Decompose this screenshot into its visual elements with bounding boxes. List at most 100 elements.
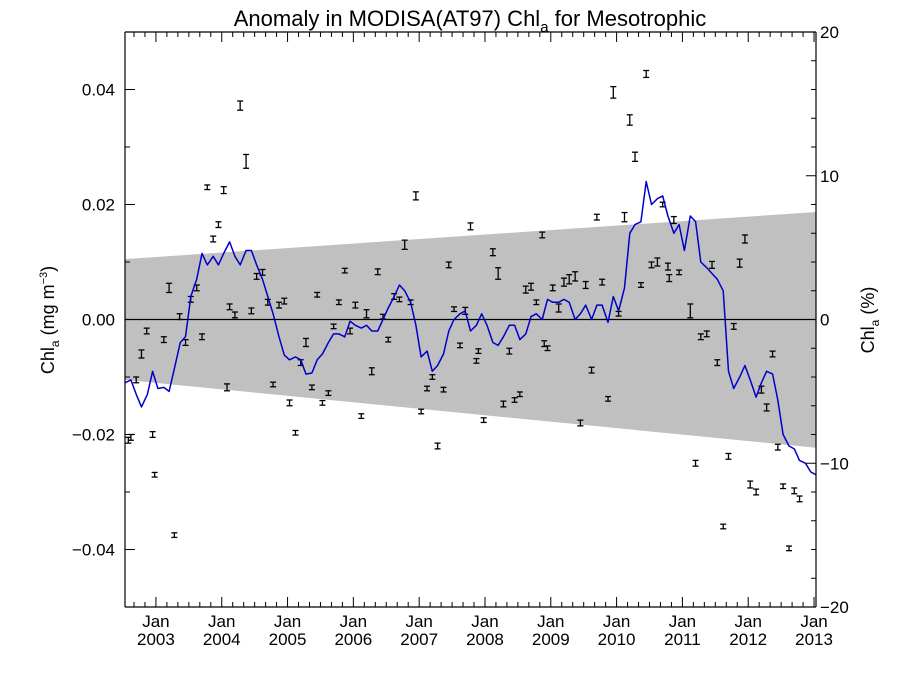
errorbar-point (506, 347, 513, 355)
y-left-tick-label: 0.00 (82, 311, 115, 330)
y-left-label-close: ) (38, 266, 58, 272)
errorbar-point (791, 487, 798, 495)
errorbar-point (434, 442, 441, 450)
errorbar-point (467, 222, 474, 231)
y-axis-left-ticks: 0.04 0.02 0.00 −0.02 −0.04 (72, 31, 135, 608)
errorbar-point (495, 267, 502, 280)
errorbar-point (610, 85, 617, 99)
errorbar-point (319, 399, 326, 406)
errorbar-point (314, 291, 321, 298)
y-left-tick-label: −0.02 (72, 426, 115, 445)
errorbar-point (692, 459, 699, 467)
errorbar-point (626, 114, 633, 126)
y-right-tick-label: −20 (820, 598, 849, 617)
x-tick-label-year: 2012 (729, 630, 767, 649)
y-right-tick-label: 10 (820, 167, 839, 186)
errorbar-point (440, 386, 447, 393)
errorbar-point (401, 239, 408, 251)
errorbar-point (730, 322, 737, 330)
x-tick-label-month: Jan (340, 612, 367, 631)
x-tick-label-year: 2007 (400, 630, 438, 649)
errorbar-point (374, 268, 381, 276)
y-left-label-rest: (mg m (38, 284, 58, 340)
errorbar-point (555, 303, 562, 313)
errorbar-point (522, 285, 529, 294)
x-tick-label-month: Jan (537, 612, 564, 631)
errorbar-point (473, 357, 480, 364)
errorbar-point (302, 337, 309, 348)
errorbar-point (237, 100, 244, 111)
x-tick-label-month: Jan (274, 612, 301, 631)
y-right-label-sub: a (868, 319, 882, 326)
errorbar-point (224, 383, 231, 392)
errorbar-point (560, 277, 567, 287)
x-tick-label-year: 2008 (466, 630, 504, 649)
errorbar-point (253, 272, 260, 280)
errorbar-point (286, 399, 293, 407)
errorbar-point (412, 191, 419, 201)
errorbar-point (341, 267, 348, 274)
errorbar-point (637, 282, 644, 288)
errorbar-point (605, 395, 612, 402)
errorbar-point (511, 397, 518, 403)
errorbar-point (786, 545, 793, 552)
errorbar-point (632, 151, 639, 163)
errorbar-point (780, 483, 787, 490)
x-tick-label-month: Jan (471, 612, 498, 631)
errorbar-point (599, 278, 606, 286)
errorbar-point (204, 184, 211, 191)
errorbar-point (687, 303, 694, 319)
errorbar-point (539, 231, 546, 239)
errorbar-point (549, 284, 556, 292)
y-right-label-main: Chl (858, 326, 878, 353)
errorbar-point (774, 443, 781, 451)
errorbar-point (149, 430, 156, 439)
errorbar-point (753, 488, 760, 496)
chart-title-suffix: for Mesotrophic (549, 6, 707, 31)
y-axis-right-ticks: 20 10 0 −10 −20 (806, 23, 849, 617)
errorbar-point (270, 381, 277, 388)
errorbar-point (676, 269, 683, 276)
errorbar-point (151, 471, 158, 478)
errorbar-point (429, 374, 436, 380)
errorbar-point (736, 258, 743, 268)
errorbar-point (396, 296, 403, 303)
errorbar-point (418, 408, 425, 415)
x-tick-label-year: 2003 (137, 630, 175, 649)
x-tick-label-year: 2010 (598, 630, 636, 649)
series-line (124, 180, 817, 476)
errorbar-point (572, 271, 579, 282)
x-tick-label-year: 2011 (664, 630, 701, 649)
errorbar-point (582, 280, 589, 290)
x-tick-label-month: Jan (800, 612, 827, 631)
x-tick-label-year: 2004 (203, 630, 241, 649)
errorbar-point (588, 366, 595, 374)
errorbar-point (577, 419, 584, 427)
errorbar-point (533, 299, 540, 306)
errorbar-point (335, 299, 342, 306)
errorbar-point (480, 417, 487, 424)
x-tick-label-year: 2013 (795, 630, 833, 649)
errorbar-point (451, 306, 458, 313)
errorbar-point (275, 301, 282, 309)
errorbar-point (566, 273, 573, 285)
x-tick-label-year: 2009 (532, 630, 570, 649)
errorbar-point (330, 323, 337, 330)
errorbar-point (210, 235, 217, 243)
errorbar-point (714, 359, 721, 367)
errorbar-point (544, 345, 551, 352)
chart-title-prefix: Anomaly in MODISA(AT97) Chl (234, 6, 540, 31)
errorbar-point (198, 333, 205, 341)
errorbar-point (456, 342, 463, 349)
x-tick-label-year: 2006 (334, 630, 372, 649)
errorbar-point (166, 282, 173, 294)
errorbar-point (215, 221, 222, 229)
y-right-label-rest: (%) (858, 287, 878, 320)
errorbar-point (248, 307, 255, 315)
x-tick-label-month: Jan (669, 612, 696, 631)
y-right-tick-label: 0 (820, 311, 829, 330)
errorbar-point (725, 452, 732, 460)
errorbar-point (220, 186, 227, 195)
errorbar-point (281, 297, 288, 305)
